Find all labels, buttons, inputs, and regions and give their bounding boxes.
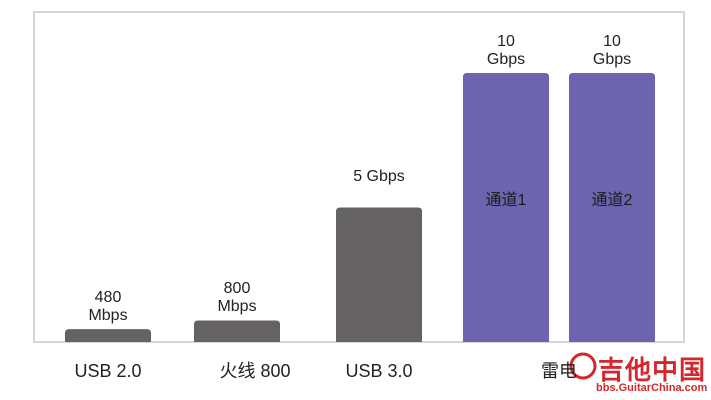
value-label: 10 Gbps — [486, 33, 526, 68]
x-tick-label: 雷电 — [541, 361, 577, 381]
bar-label: 通道2 — [591, 192, 633, 209]
value-label: 800 Mbps — [217, 280, 257, 316]
value-label: 480 Mbps — [88, 289, 128, 325]
watermark-logo — [569, 352, 597, 380]
bar — [569, 73, 655, 342]
bar — [336, 207, 422, 342]
value-label: 5 Gbps — [353, 167, 405, 185]
x-tick-label: USB 3.0 — [345, 361, 413, 381]
bar — [65, 329, 151, 342]
watermark-url: bbs.GuitarChina.com — [596, 382, 708, 394]
x-tick-label: 火线 800 — [219, 361, 291, 381]
bar — [463, 73, 549, 342]
watermark-name: 吉他中国 — [598, 355, 707, 385]
x-tick-label: USB 2.0 — [74, 361, 142, 381]
bar-label: 通道1 — [485, 192, 527, 209]
value-label: 10 Gbps — [592, 33, 632, 68]
bar — [194, 320, 280, 342]
